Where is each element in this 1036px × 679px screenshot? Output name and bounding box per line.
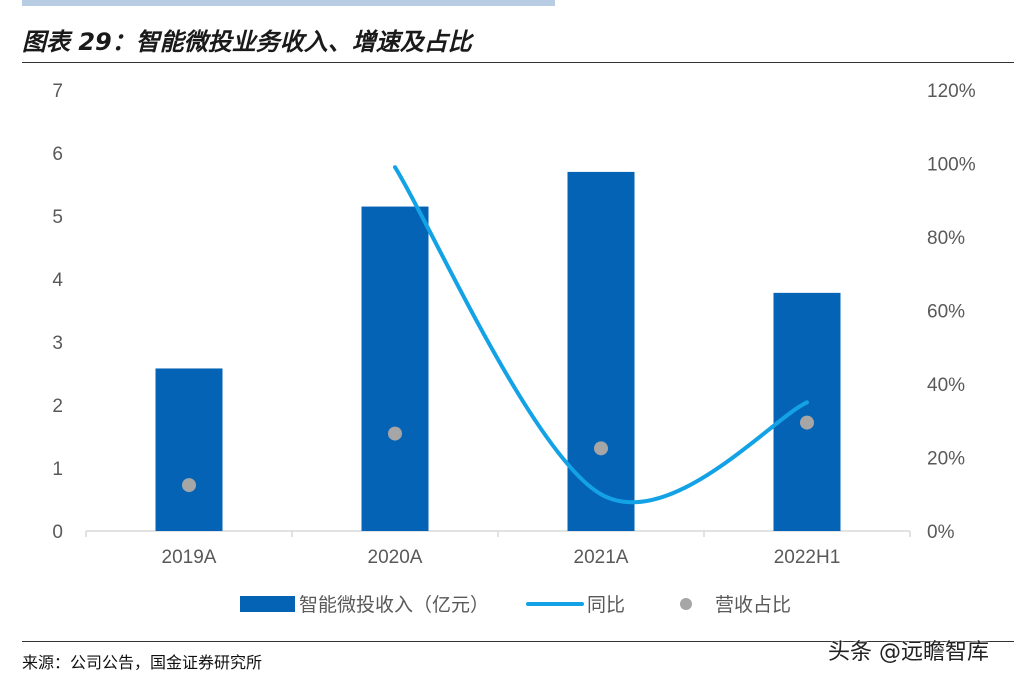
- title-divider: [22, 62, 1014, 63]
- x-axis-ticks: [85, 531, 911, 537]
- x-tick-label: 2020A: [368, 547, 423, 568]
- legend-bar-label: 智能微投收入（亿元）: [299, 594, 489, 616]
- x-tick-label: 2019A: [162, 547, 217, 568]
- left-tick-label: 0: [52, 522, 63, 543]
- bar-2019A: [155, 368, 223, 531]
- left-tick-label: 1: [52, 459, 63, 480]
- right-axis: 0% 20% 40% 60% 80% 100% 120%: [927, 81, 976, 543]
- right-tick-label: 120%: [927, 81, 976, 102]
- watermark: 头条 @远瞻智库: [828, 640, 989, 665]
- left-axis: 0 1 2 3 4 5 6 7: [52, 81, 63, 543]
- left-tick-label: 7: [52, 81, 63, 102]
- legend-bar-swatch: [240, 596, 295, 612]
- yoy-line: [393, 165, 809, 505]
- x-axis-labels: 2019A 2020A 2021A 2022H1: [162, 547, 841, 568]
- legend-line-label: 同比: [587, 594, 625, 616]
- share-dots: [182, 415, 814, 493]
- right-tick-label: 60%: [927, 302, 965, 323]
- share-dot-2022H1: [800, 415, 814, 430]
- bar-2021A: [567, 171, 635, 531]
- right-tick-label: 40%: [927, 375, 965, 396]
- left-tick-label: 5: [52, 207, 63, 228]
- right-tick-label: 80%: [927, 228, 965, 249]
- source-note: 来源：公司公告，国金证券研究所: [22, 653, 263, 672]
- header-accent-strip: [22, 0, 555, 6]
- figure-title: 图表 29：智能微投业务收入、增速及占比: [22, 28, 472, 56]
- left-tick-label: 6: [52, 144, 63, 165]
- right-tick-label: 100%: [927, 155, 976, 176]
- share-dot-2021A: [594, 441, 608, 456]
- bar-2022H1: [773, 292, 841, 531]
- legend-dot-label: 营收占比: [715, 594, 791, 616]
- x-tick-label: 2021A: [574, 547, 629, 568]
- right-tick-label: 20%: [927, 449, 965, 470]
- source-divider: [22, 641, 1014, 642]
- share-dot-2019A: [182, 478, 196, 493]
- bar-series: [155, 171, 841, 532]
- x-tick-label: 2022H1: [774, 547, 841, 568]
- left-tick-label: 3: [52, 333, 63, 354]
- bar-2020A: [361, 206, 429, 532]
- left-tick-label: 2: [52, 396, 63, 417]
- legend: 智能微投收入（亿元） 同比 营收占比: [240, 594, 791, 616]
- right-tick-label: 0%: [927, 522, 955, 543]
- share-dot-2020A: [388, 426, 402, 441]
- legend-dot-swatch: [680, 598, 692, 610]
- left-tick-label: 4: [52, 270, 63, 291]
